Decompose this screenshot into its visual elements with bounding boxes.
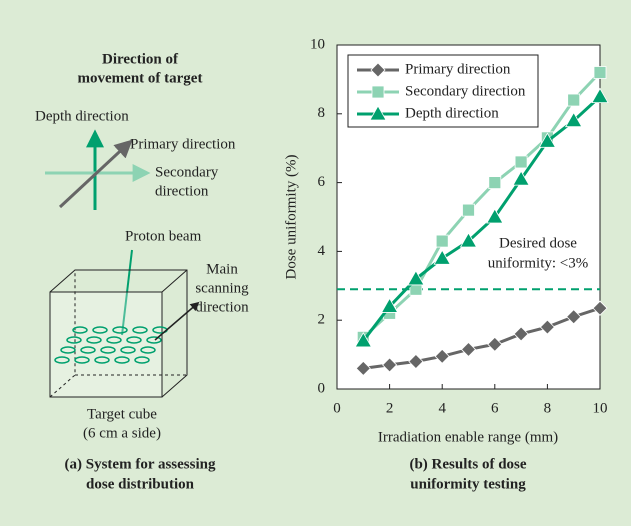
x-tick-label: 4 <box>438 400 446 416</box>
data-point <box>594 67 606 79</box>
legend-label: Depth direction <box>405 105 499 121</box>
data-point <box>515 156 527 168</box>
secondary-label: direction <box>155 183 209 199</box>
caption: uniformity testing <box>410 476 526 492</box>
data-point <box>463 204 475 216</box>
y-tick-label: 2 <box>318 312 326 328</box>
x-tick-label: 0 <box>333 400 341 416</box>
data-point <box>568 94 580 106</box>
data-point <box>436 235 448 247</box>
primary-label: Primary direction <box>130 136 236 152</box>
scanning-label: Main <box>206 261 238 277</box>
diagram-title: movement of target <box>78 70 203 86</box>
y-tick-label: 10 <box>310 36 325 52</box>
legend-label: Secondary direction <box>405 83 526 99</box>
caption: (a) System for assessing <box>65 456 216 472</box>
x-tick-label: 6 <box>491 400 499 416</box>
beam-label: Proton beam <box>125 228 202 244</box>
depth-label: Depth direction <box>35 108 129 124</box>
cube-label: Target cube <box>87 406 157 422</box>
cube-label: (6 cm a side) <box>83 425 161 441</box>
y-tick-label: 8 <box>318 105 326 121</box>
y-axis-label: Dose uniformity (%) <box>283 155 299 280</box>
scanning-label: scanning <box>195 280 249 296</box>
y-tick-label: 6 <box>318 174 326 190</box>
figure: Direction of movement of target Depth di… <box>0 0 631 526</box>
annotation: Desired dose <box>499 236 577 252</box>
x-tick-label: 10 <box>593 400 608 416</box>
annotation: uniformity: <3% <box>488 256 589 272</box>
y-tick-label: 4 <box>318 243 326 259</box>
data-point <box>489 177 501 189</box>
scanning-label: direction <box>195 299 249 315</box>
legend-swatch <box>372 86 384 98</box>
secondary-label: Secondary <box>155 164 219 180</box>
x-tick-label: 8 <box>544 400 552 416</box>
y-tick-label: 0 <box>318 380 326 396</box>
caption: (b) Results of dose <box>409 456 526 472</box>
x-axis-label: Irradiation enable range (mm) <box>378 429 558 445</box>
caption: dose distribution <box>86 476 195 492</box>
diagram-title: Direction of <box>102 51 179 67</box>
x-tick-label: 2 <box>386 400 394 416</box>
legend-label: Primary direction <box>405 61 511 77</box>
